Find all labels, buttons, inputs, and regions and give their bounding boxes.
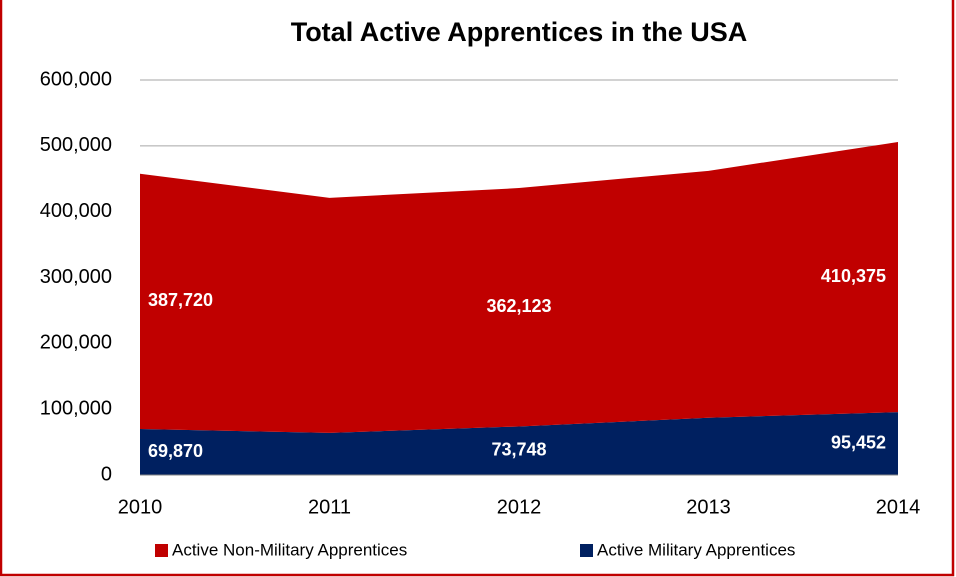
x-tick-label: 2010	[118, 496, 163, 518]
y-tick-label: 400,000	[40, 200, 112, 222]
data-label: 362,123	[486, 296, 551, 316]
x-tick-label: 2013	[686, 496, 731, 518]
x-tick-label: 2012	[497, 496, 542, 518]
data-label: 387,720	[148, 290, 213, 310]
legend-label: Active Non-Military Apprentices	[172, 540, 407, 559]
data-label: 410,375	[821, 266, 886, 286]
area	[140, 412, 898, 475]
data-label: 73,748	[491, 439, 546, 459]
y-tick-label: 200,000	[40, 332, 112, 354]
legend-swatch	[155, 544, 168, 557]
y-tick-label: 500,000	[40, 134, 112, 156]
y-tick-label: 600,000	[40, 68, 112, 90]
x-tick-label: 2014	[876, 496, 921, 518]
x-tick-label: 2011	[308, 496, 351, 518]
data-label: 95,452	[831, 432, 886, 452]
y-tick-label: 100,000	[40, 397, 112, 419]
y-tick-label: 300,000	[40, 266, 112, 288]
area	[140, 141, 898, 433]
legend-label: Active Military Apprentices	[597, 540, 795, 559]
chart-title: Total Active Apprentices in the USA	[291, 17, 748, 47]
data-label: 69,870	[148, 441, 203, 461]
legend-swatch	[580, 544, 593, 557]
y-tick-label: 0	[101, 463, 112, 485]
